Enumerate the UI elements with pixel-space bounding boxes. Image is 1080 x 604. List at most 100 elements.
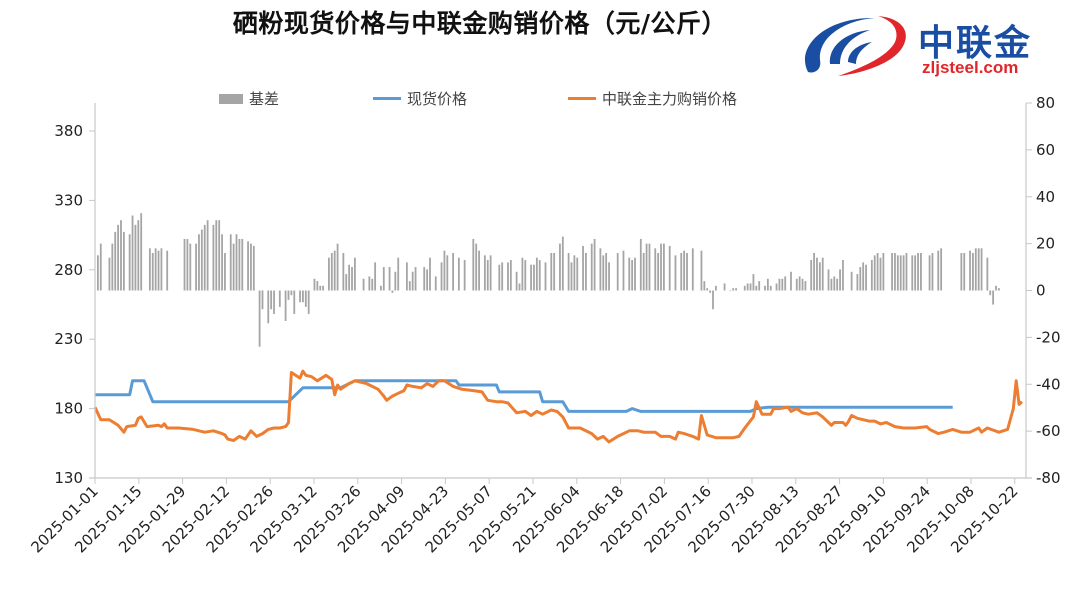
basis-bar <box>434 276 437 291</box>
basis-bar <box>333 250 336 291</box>
basis-bar <box>247 241 249 291</box>
basis-bar <box>530 264 532 291</box>
basis-bar <box>810 260 813 291</box>
basis-bar <box>273 290 275 314</box>
basis-bar <box>221 234 223 291</box>
basis-bar <box>535 257 538 291</box>
basis-bar <box>769 285 772 291</box>
basis-bar <box>278 290 281 307</box>
basis-bar <box>489 255 492 291</box>
series-line <box>93 369 1024 444</box>
basis-bar <box>293 290 296 314</box>
basis-bar <box>198 234 200 291</box>
basis-bar <box>663 243 665 291</box>
basis-bar <box>992 290 995 305</box>
basis-bar <box>218 220 221 291</box>
basis-bar <box>712 290 714 310</box>
basis-bar <box>374 262 377 291</box>
basis-bar <box>977 248 980 291</box>
basis-bar <box>602 255 605 291</box>
basis-bar <box>631 260 634 291</box>
basis-bar <box>351 267 353 291</box>
basis-bar <box>232 243 235 291</box>
right-axis-tick-label: 40 <box>1036 188 1055 206</box>
basis-bar <box>99 243 102 291</box>
basis-bar <box>397 257 400 291</box>
basis-bar <box>388 267 391 291</box>
basis-bar <box>328 257 330 291</box>
basis-bar <box>151 253 154 291</box>
basis-bar <box>316 281 319 291</box>
basis-bar <box>920 253 922 291</box>
axes: 130180230280330380-80-60-40-200204060802… <box>27 94 1060 556</box>
right-axis-tick-label: 80 <box>1036 94 1055 112</box>
basis-bar <box>550 253 553 291</box>
chart-title: 硒粉现货价格与中联金购销价格（元/公斤） <box>232 9 728 38</box>
basis-bar <box>348 264 351 291</box>
basis-bar <box>284 290 287 321</box>
basis-bar <box>475 243 478 291</box>
basis-bar <box>250 243 252 291</box>
basis-bar <box>590 243 593 291</box>
right-axis-tick-label: -20 <box>1036 328 1061 346</box>
basis-bar <box>674 255 677 291</box>
basis-bar <box>842 260 844 291</box>
basis-bar <box>969 250 971 291</box>
basis-bar <box>215 220 218 291</box>
basis-bar <box>766 278 769 291</box>
basis-bar <box>746 283 749 291</box>
basis-bar <box>648 243 651 291</box>
left-axis-tick-label: 380 <box>54 122 83 140</box>
basis-bar <box>986 257 989 291</box>
basis-bar <box>452 253 454 291</box>
basis-bar <box>515 271 518 291</box>
basis-bar <box>533 264 535 291</box>
basis-bar <box>538 260 541 291</box>
basis-bar <box>989 290 992 296</box>
basis-bar <box>183 238 186 291</box>
basis-bar <box>940 248 943 291</box>
basis-bar <box>795 278 798 291</box>
basis-bar <box>616 253 619 291</box>
basis-bar <box>735 288 738 291</box>
basis-bar <box>749 283 752 291</box>
basis-bar <box>917 253 919 291</box>
basis-bar <box>914 255 917 291</box>
basis-bar <box>426 269 429 291</box>
basis-bar <box>873 255 876 291</box>
basis-bar <box>752 274 755 291</box>
basis-bar <box>645 243 648 291</box>
basis-bar <box>570 262 573 291</box>
basis-bar <box>714 285 717 291</box>
basis-bar <box>336 243 339 291</box>
basis-bar <box>501 262 504 291</box>
basis-bar <box>414 267 417 291</box>
right-axis-tick-label: -60 <box>1036 422 1061 440</box>
basis-bar <box>856 274 859 291</box>
basis-bar <box>342 253 345 291</box>
basis-bar <box>195 243 197 291</box>
basis-bar <box>157 250 160 291</box>
basis-bar <box>816 257 818 291</box>
basis-bar <box>680 253 683 291</box>
basis-bar <box>371 278 374 291</box>
logo-name: 中联金 <box>918 23 1033 64</box>
basis-bar <box>319 285 322 291</box>
legend-label: 基差 <box>249 90 280 108</box>
basis-bar <box>108 257 111 291</box>
basis-bar <box>668 245 671 291</box>
left-axis-tick-label: 180 <box>54 400 83 418</box>
legend: 基差 现货价格 中联金主力购销价格 <box>0 88 1080 112</box>
basis-bar <box>801 278 804 291</box>
basis-bar <box>154 248 157 291</box>
basis-bar <box>573 255 576 291</box>
basis-bar <box>660 243 662 291</box>
basis-bar <box>446 255 449 291</box>
basis-bar <box>937 250 940 291</box>
basis-bar <box>902 255 905 291</box>
right-axis-tick-label: 60 <box>1036 141 1055 159</box>
basis-bar <box>137 220 140 291</box>
basis-bar <box>827 269 830 291</box>
basis-bar <box>972 253 974 291</box>
